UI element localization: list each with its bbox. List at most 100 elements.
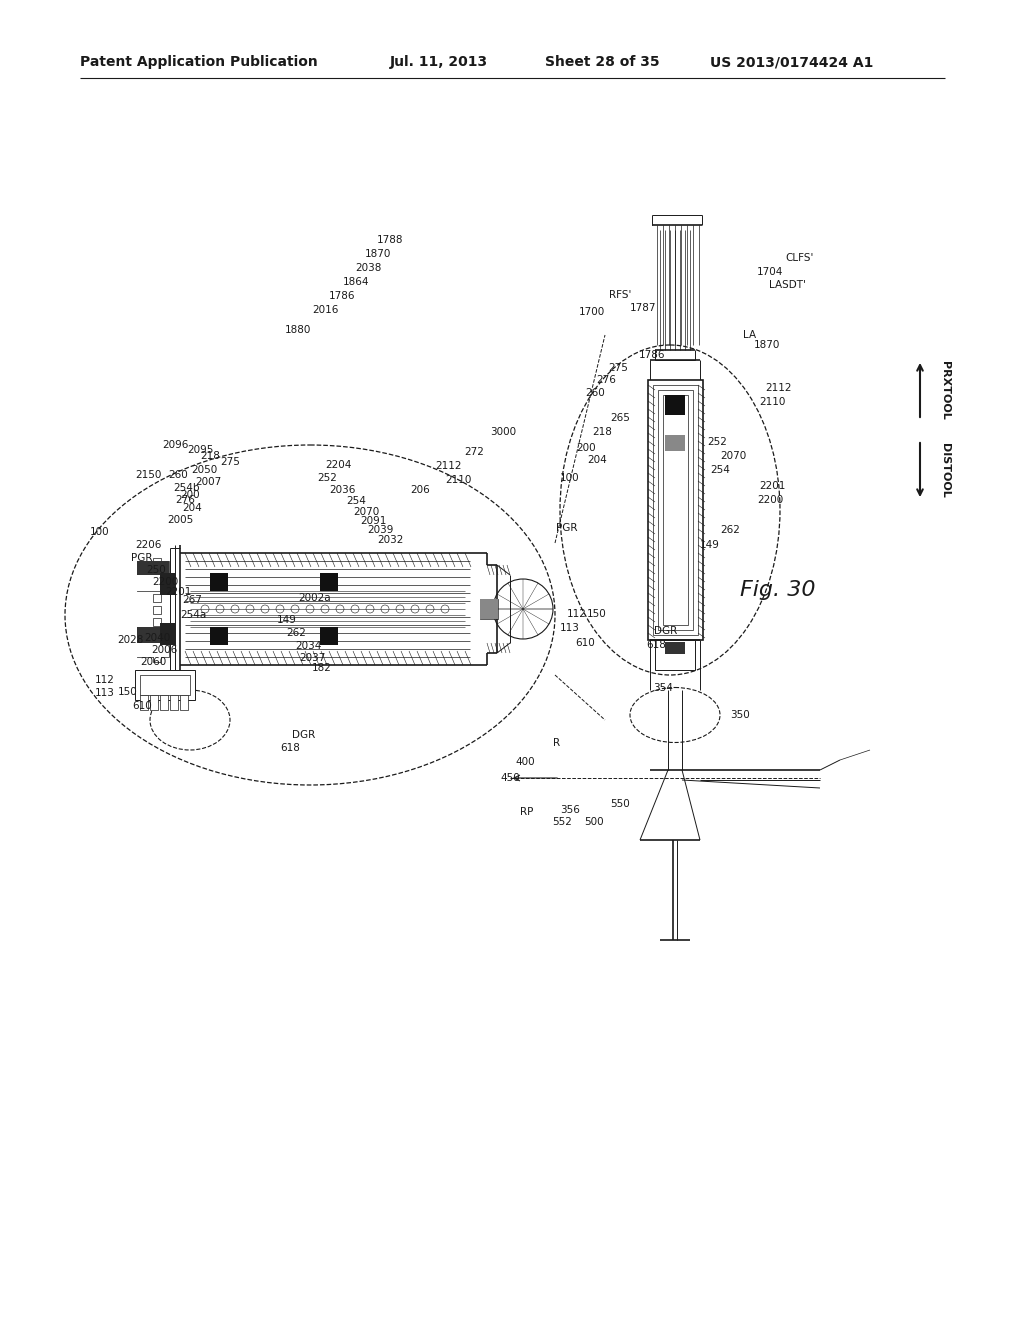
Text: 618: 618	[280, 743, 300, 752]
Bar	[210, 627, 228, 645]
Text: 1870: 1870	[754, 341, 780, 350]
Bar	[665, 436, 685, 451]
Bar	[653, 385, 698, 635]
Bar	[153, 630, 161, 638]
Bar	[137, 627, 169, 643]
Text: PGR: PGR	[131, 553, 153, 564]
Text: 2005: 2005	[167, 515, 194, 525]
Bar	[319, 573, 338, 591]
Text: 272: 272	[464, 447, 484, 457]
Text: 204: 204	[587, 455, 607, 465]
Bar	[658, 389, 693, 630]
Bar	[648, 380, 703, 640]
Bar	[153, 570, 161, 578]
Bar	[160, 623, 175, 645]
Text: 356: 356	[560, 805, 580, 814]
Text: 550: 550	[610, 799, 630, 809]
Text: 2007: 2007	[195, 477, 221, 487]
Text: 2032: 2032	[377, 535, 403, 545]
Text: RP: RP	[520, 807, 534, 817]
Bar	[137, 561, 169, 576]
Text: DGR: DGR	[654, 626, 678, 636]
Text: 2038: 2038	[354, 263, 381, 273]
Bar	[150, 696, 158, 710]
Text: R: R	[553, 738, 560, 748]
Text: 2070: 2070	[353, 507, 379, 517]
Text: Patent Application Publication: Patent Application Publication	[80, 55, 317, 69]
Text: 2070: 2070	[720, 451, 746, 461]
Bar	[153, 618, 161, 626]
Text: 2200: 2200	[152, 577, 178, 587]
Text: 252: 252	[317, 473, 337, 483]
Text: LASDT': LASDT'	[769, 280, 806, 290]
Bar	[665, 642, 685, 653]
Text: 218: 218	[200, 451, 220, 461]
Bar	[153, 558, 161, 566]
Text: 618: 618	[646, 640, 666, 649]
Text: 260: 260	[585, 388, 605, 399]
Text: LA: LA	[743, 330, 757, 341]
Text: 2095: 2095	[186, 445, 213, 455]
Text: 2037: 2037	[299, 653, 326, 663]
Text: 2036: 2036	[329, 484, 355, 495]
Bar	[480, 599, 498, 619]
Bar	[663, 395, 688, 624]
Bar	[137, 643, 169, 657]
Text: 100: 100	[560, 473, 580, 483]
Text: 2040: 2040	[144, 634, 170, 643]
Bar	[210, 573, 228, 591]
Text: 206: 206	[411, 484, 430, 495]
Text: 552: 552	[552, 817, 572, 828]
Text: DGR: DGR	[293, 730, 315, 741]
Text: 204: 204	[182, 503, 202, 513]
Text: 113: 113	[560, 623, 580, 634]
Text: 150: 150	[118, 686, 138, 697]
Text: 1870: 1870	[365, 249, 391, 259]
Text: 1704: 1704	[757, 267, 783, 277]
Text: 254b: 254b	[173, 483, 200, 492]
Bar	[153, 606, 161, 614]
Text: 275: 275	[220, 457, 240, 467]
Text: 2039: 2039	[367, 525, 393, 535]
Text: 2112: 2112	[765, 383, 792, 393]
Text: 262: 262	[720, 525, 740, 535]
Text: 354: 354	[653, 682, 673, 693]
Text: 254a: 254a	[180, 610, 206, 620]
Text: 2201: 2201	[165, 587, 191, 597]
Bar	[137, 576, 169, 591]
Text: 1786: 1786	[639, 350, 666, 360]
Text: 610: 610	[575, 638, 595, 648]
Bar	[137, 576, 169, 591]
Text: 2016: 2016	[312, 305, 338, 315]
Text: 252: 252	[707, 437, 727, 447]
Text: 610: 610	[132, 701, 152, 711]
Bar	[170, 696, 178, 710]
Text: 2201: 2201	[759, 480, 785, 491]
Text: 254: 254	[710, 465, 730, 475]
Text: 2112: 2112	[435, 461, 461, 471]
Bar	[655, 640, 695, 671]
Bar	[153, 653, 161, 663]
Text: 254: 254	[346, 496, 366, 506]
Text: 1700: 1700	[579, 308, 605, 317]
Text: 200: 200	[577, 444, 596, 453]
Text: PGR: PGR	[556, 523, 578, 533]
Text: 2050: 2050	[190, 465, 217, 475]
Text: 112: 112	[567, 609, 587, 619]
Text: 1864: 1864	[343, 277, 370, 286]
Text: 149: 149	[700, 540, 720, 550]
Text: 2034: 2034	[295, 642, 322, 651]
Text: 2028: 2028	[117, 635, 143, 645]
Bar	[480, 599, 498, 619]
Text: 218: 218	[592, 426, 612, 437]
Text: 260: 260	[168, 470, 187, 480]
Text: 250: 250	[146, 565, 166, 576]
Text: 2006: 2006	[151, 645, 177, 655]
Text: 2200: 2200	[757, 495, 783, 506]
Text: Sheet 28 of 35: Sheet 28 of 35	[545, 55, 659, 69]
Bar	[153, 594, 161, 602]
Bar	[153, 582, 161, 590]
Bar	[140, 696, 148, 710]
Text: 400: 400	[515, 756, 535, 767]
Text: 262: 262	[286, 628, 306, 638]
